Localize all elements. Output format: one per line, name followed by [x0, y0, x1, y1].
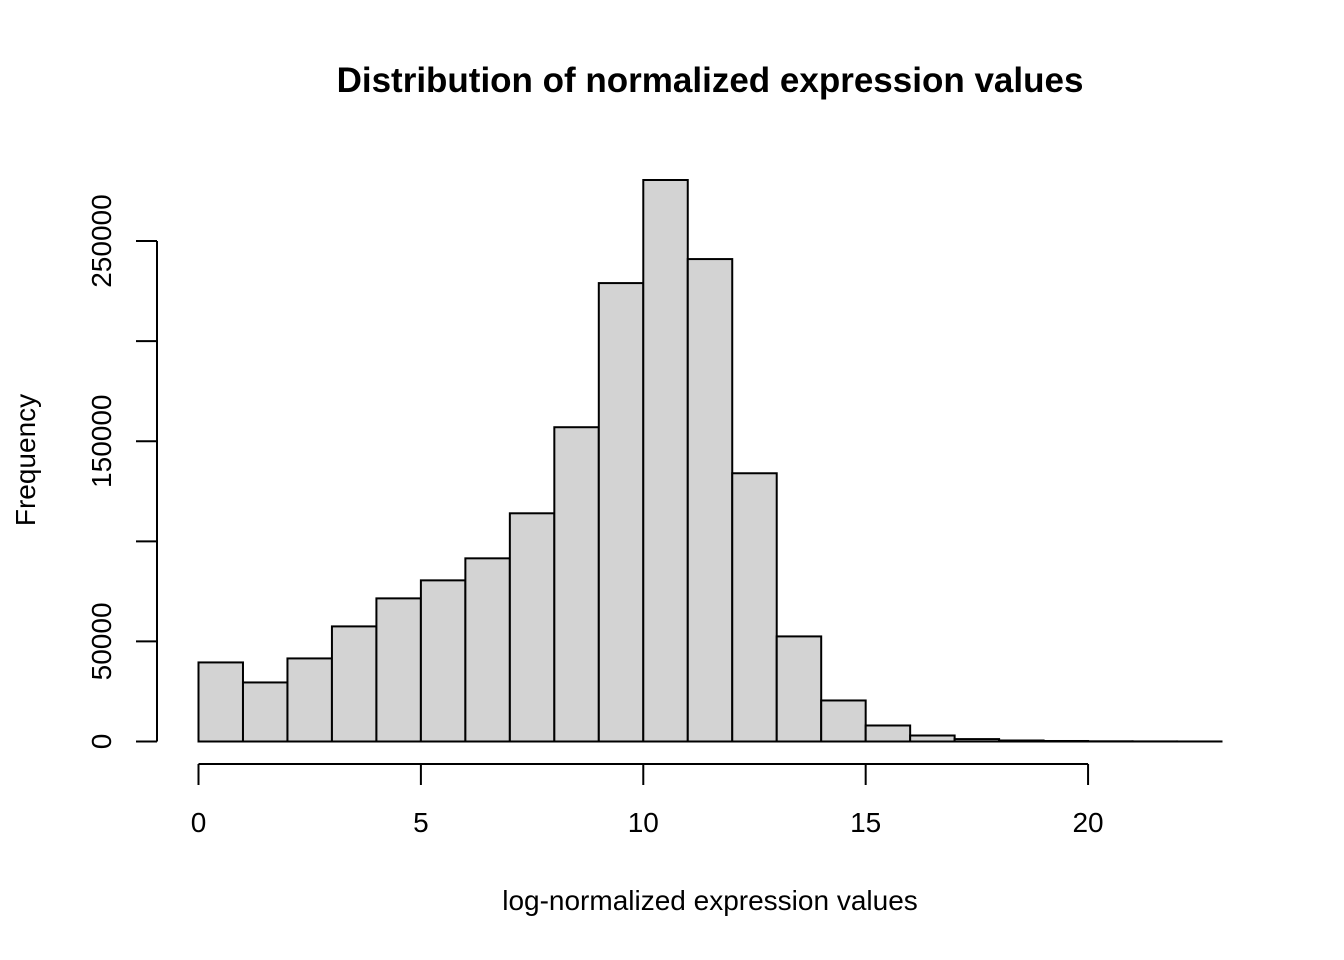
histogram-bar	[286, 657, 333, 743]
x-axis-label: log-normalized expression values	[502, 885, 918, 916]
histogram-bar	[731, 472, 778, 743]
histogram-bar	[375, 597, 422, 743]
y-tick-label: 50000	[86, 602, 117, 680]
histogram-bar	[953, 738, 1001, 743]
histogram-bar	[864, 724, 912, 743]
x-tick-label: 15	[850, 807, 881, 838]
histogram-bar	[241, 681, 289, 743]
x-tick-label: 0	[191, 807, 207, 838]
y-tick-label: 150000	[86, 395, 117, 488]
y-axis: 0 50000 150000 250000	[86, 194, 158, 750]
histogram-bar	[1042, 739, 1090, 743]
histogram-bar	[686, 258, 734, 743]
histogram-bar	[419, 579, 467, 743]
histogram-bar	[775, 635, 823, 743]
histogram-bar	[998, 739, 1045, 743]
histogram-bar	[330, 625, 378, 743]
histogram-bar	[464, 557, 511, 743]
y-tick-label: 250000	[86, 194, 117, 287]
histogram-bar	[508, 512, 556, 743]
histogram-bar	[197, 661, 244, 743]
x-tick-label: 20	[1072, 807, 1103, 838]
histogram-bar	[820, 699, 867, 743]
histogram-bar	[909, 734, 956, 743]
histogram-bar	[642, 179, 689, 743]
histogram-bar	[553, 426, 600, 743]
x-tick-label: 5	[413, 807, 429, 838]
histogram-bar	[597, 282, 645, 743]
chart-title: Distribution of normalized expression va…	[337, 61, 1084, 100]
x-tick-label: 10	[628, 807, 659, 838]
histogram-bars	[197, 179, 1223, 743]
x-axis: 0 5 10 15 20	[191, 763, 1104, 838]
y-axis-label: Frequency	[10, 394, 41, 526]
y-tick-label: 0	[86, 734, 117, 750]
